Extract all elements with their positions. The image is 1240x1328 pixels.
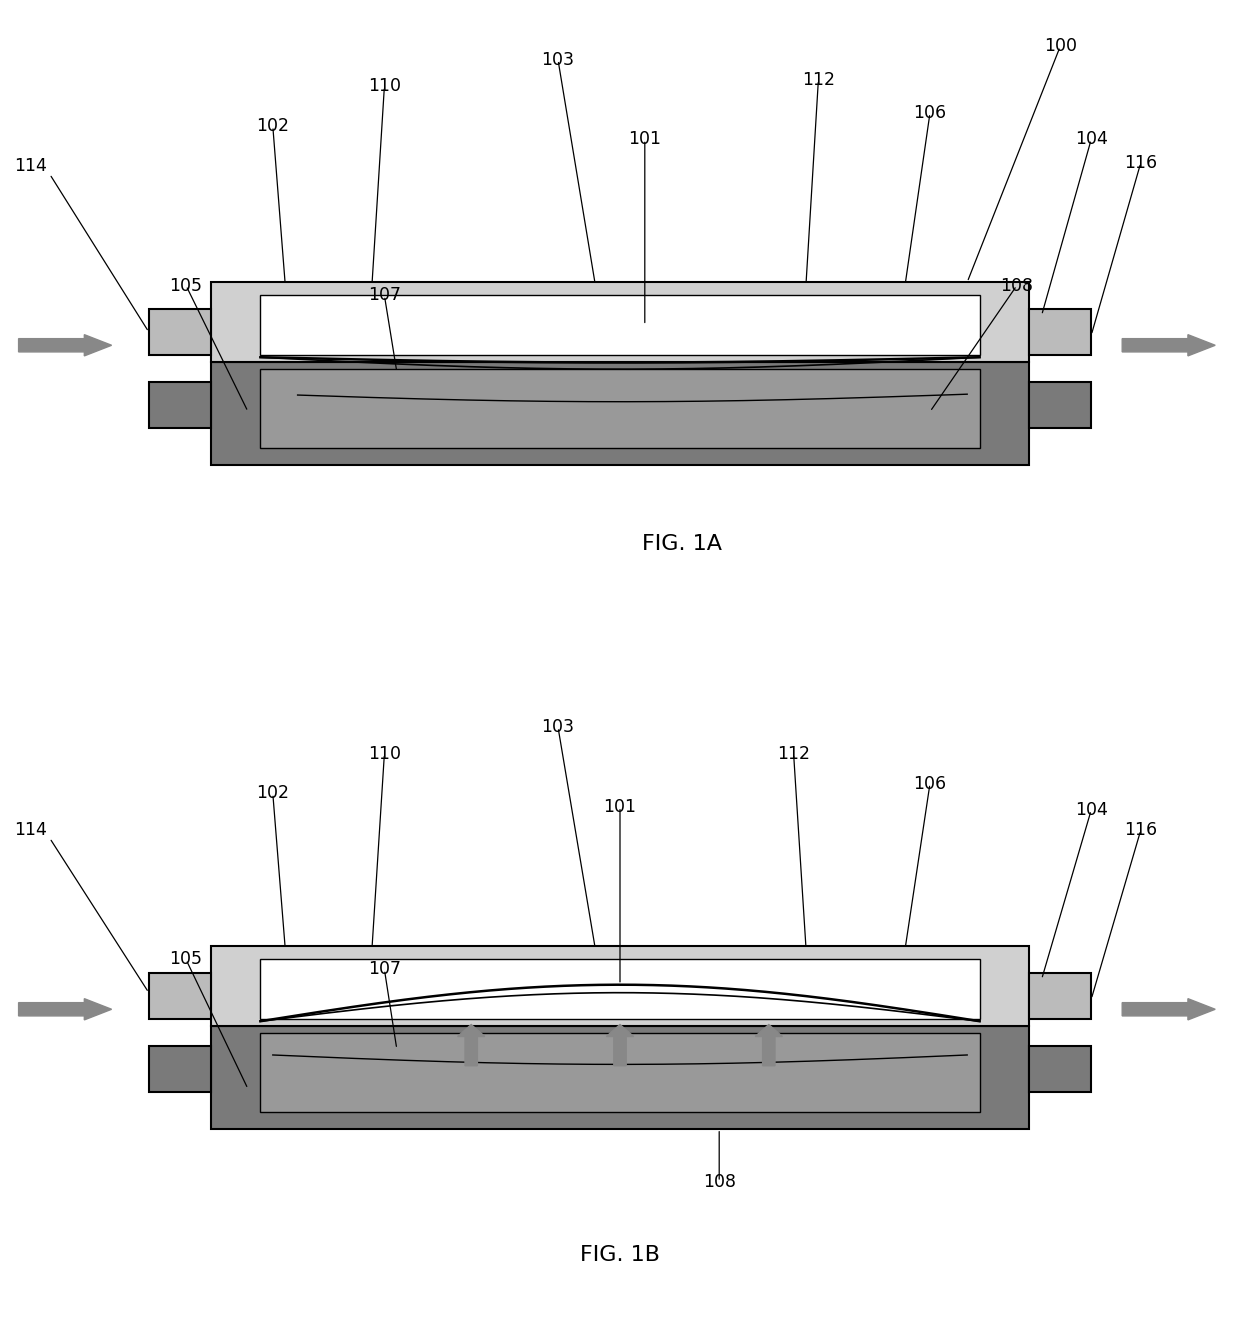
Text: 110: 110 [368, 745, 401, 762]
FancyArrow shape [19, 335, 112, 356]
FancyArrow shape [1122, 335, 1215, 356]
Text: 105: 105 [170, 951, 202, 968]
Text: 103: 103 [542, 718, 574, 736]
Bar [149, 308, 211, 355]
Text: 107: 107 [368, 960, 401, 979]
Text: 105: 105 [170, 276, 202, 295]
Text: 108: 108 [1001, 276, 1033, 295]
Bar [211, 1025, 1029, 1129]
Bar [1029, 972, 1091, 1020]
Text: 116: 116 [1125, 154, 1157, 171]
Text: FIG. 1A: FIG. 1A [642, 534, 722, 555]
Bar [1029, 382, 1091, 428]
Bar [211, 283, 1029, 361]
Bar [260, 295, 980, 355]
Text: 101: 101 [604, 798, 636, 815]
Text: 112: 112 [777, 745, 810, 762]
Text: 107: 107 [368, 287, 401, 304]
FancyArrow shape [606, 1025, 634, 1065]
FancyArrow shape [458, 1025, 485, 1065]
Text: 114: 114 [15, 821, 47, 839]
Text: FIG. 1B: FIG. 1B [580, 1244, 660, 1266]
FancyArrow shape [1122, 999, 1215, 1020]
Text: 114: 114 [15, 157, 47, 175]
Bar [149, 382, 211, 428]
Bar [1029, 308, 1091, 355]
Bar [211, 361, 1029, 465]
Text: 104: 104 [1075, 130, 1107, 149]
FancyArrow shape [755, 1025, 782, 1065]
Bar [260, 368, 980, 449]
Bar [211, 946, 1029, 1025]
Text: 106: 106 [914, 774, 946, 793]
Bar [149, 1046, 211, 1092]
Text: 100: 100 [1044, 37, 1076, 56]
Text: 116: 116 [1125, 821, 1157, 839]
Text: 110: 110 [368, 77, 401, 96]
Bar [260, 959, 980, 1020]
FancyArrow shape [19, 999, 112, 1020]
Text: 103: 103 [542, 50, 574, 69]
Text: 102: 102 [257, 117, 289, 135]
Bar [1029, 1046, 1091, 1092]
Bar [260, 1033, 980, 1113]
Bar [149, 972, 211, 1020]
Text: 106: 106 [914, 104, 946, 122]
Text: 101: 101 [629, 130, 661, 149]
Text: 108: 108 [703, 1173, 735, 1191]
Text: 112: 112 [802, 70, 835, 89]
Text: 104: 104 [1075, 801, 1107, 819]
Text: 102: 102 [257, 785, 289, 802]
